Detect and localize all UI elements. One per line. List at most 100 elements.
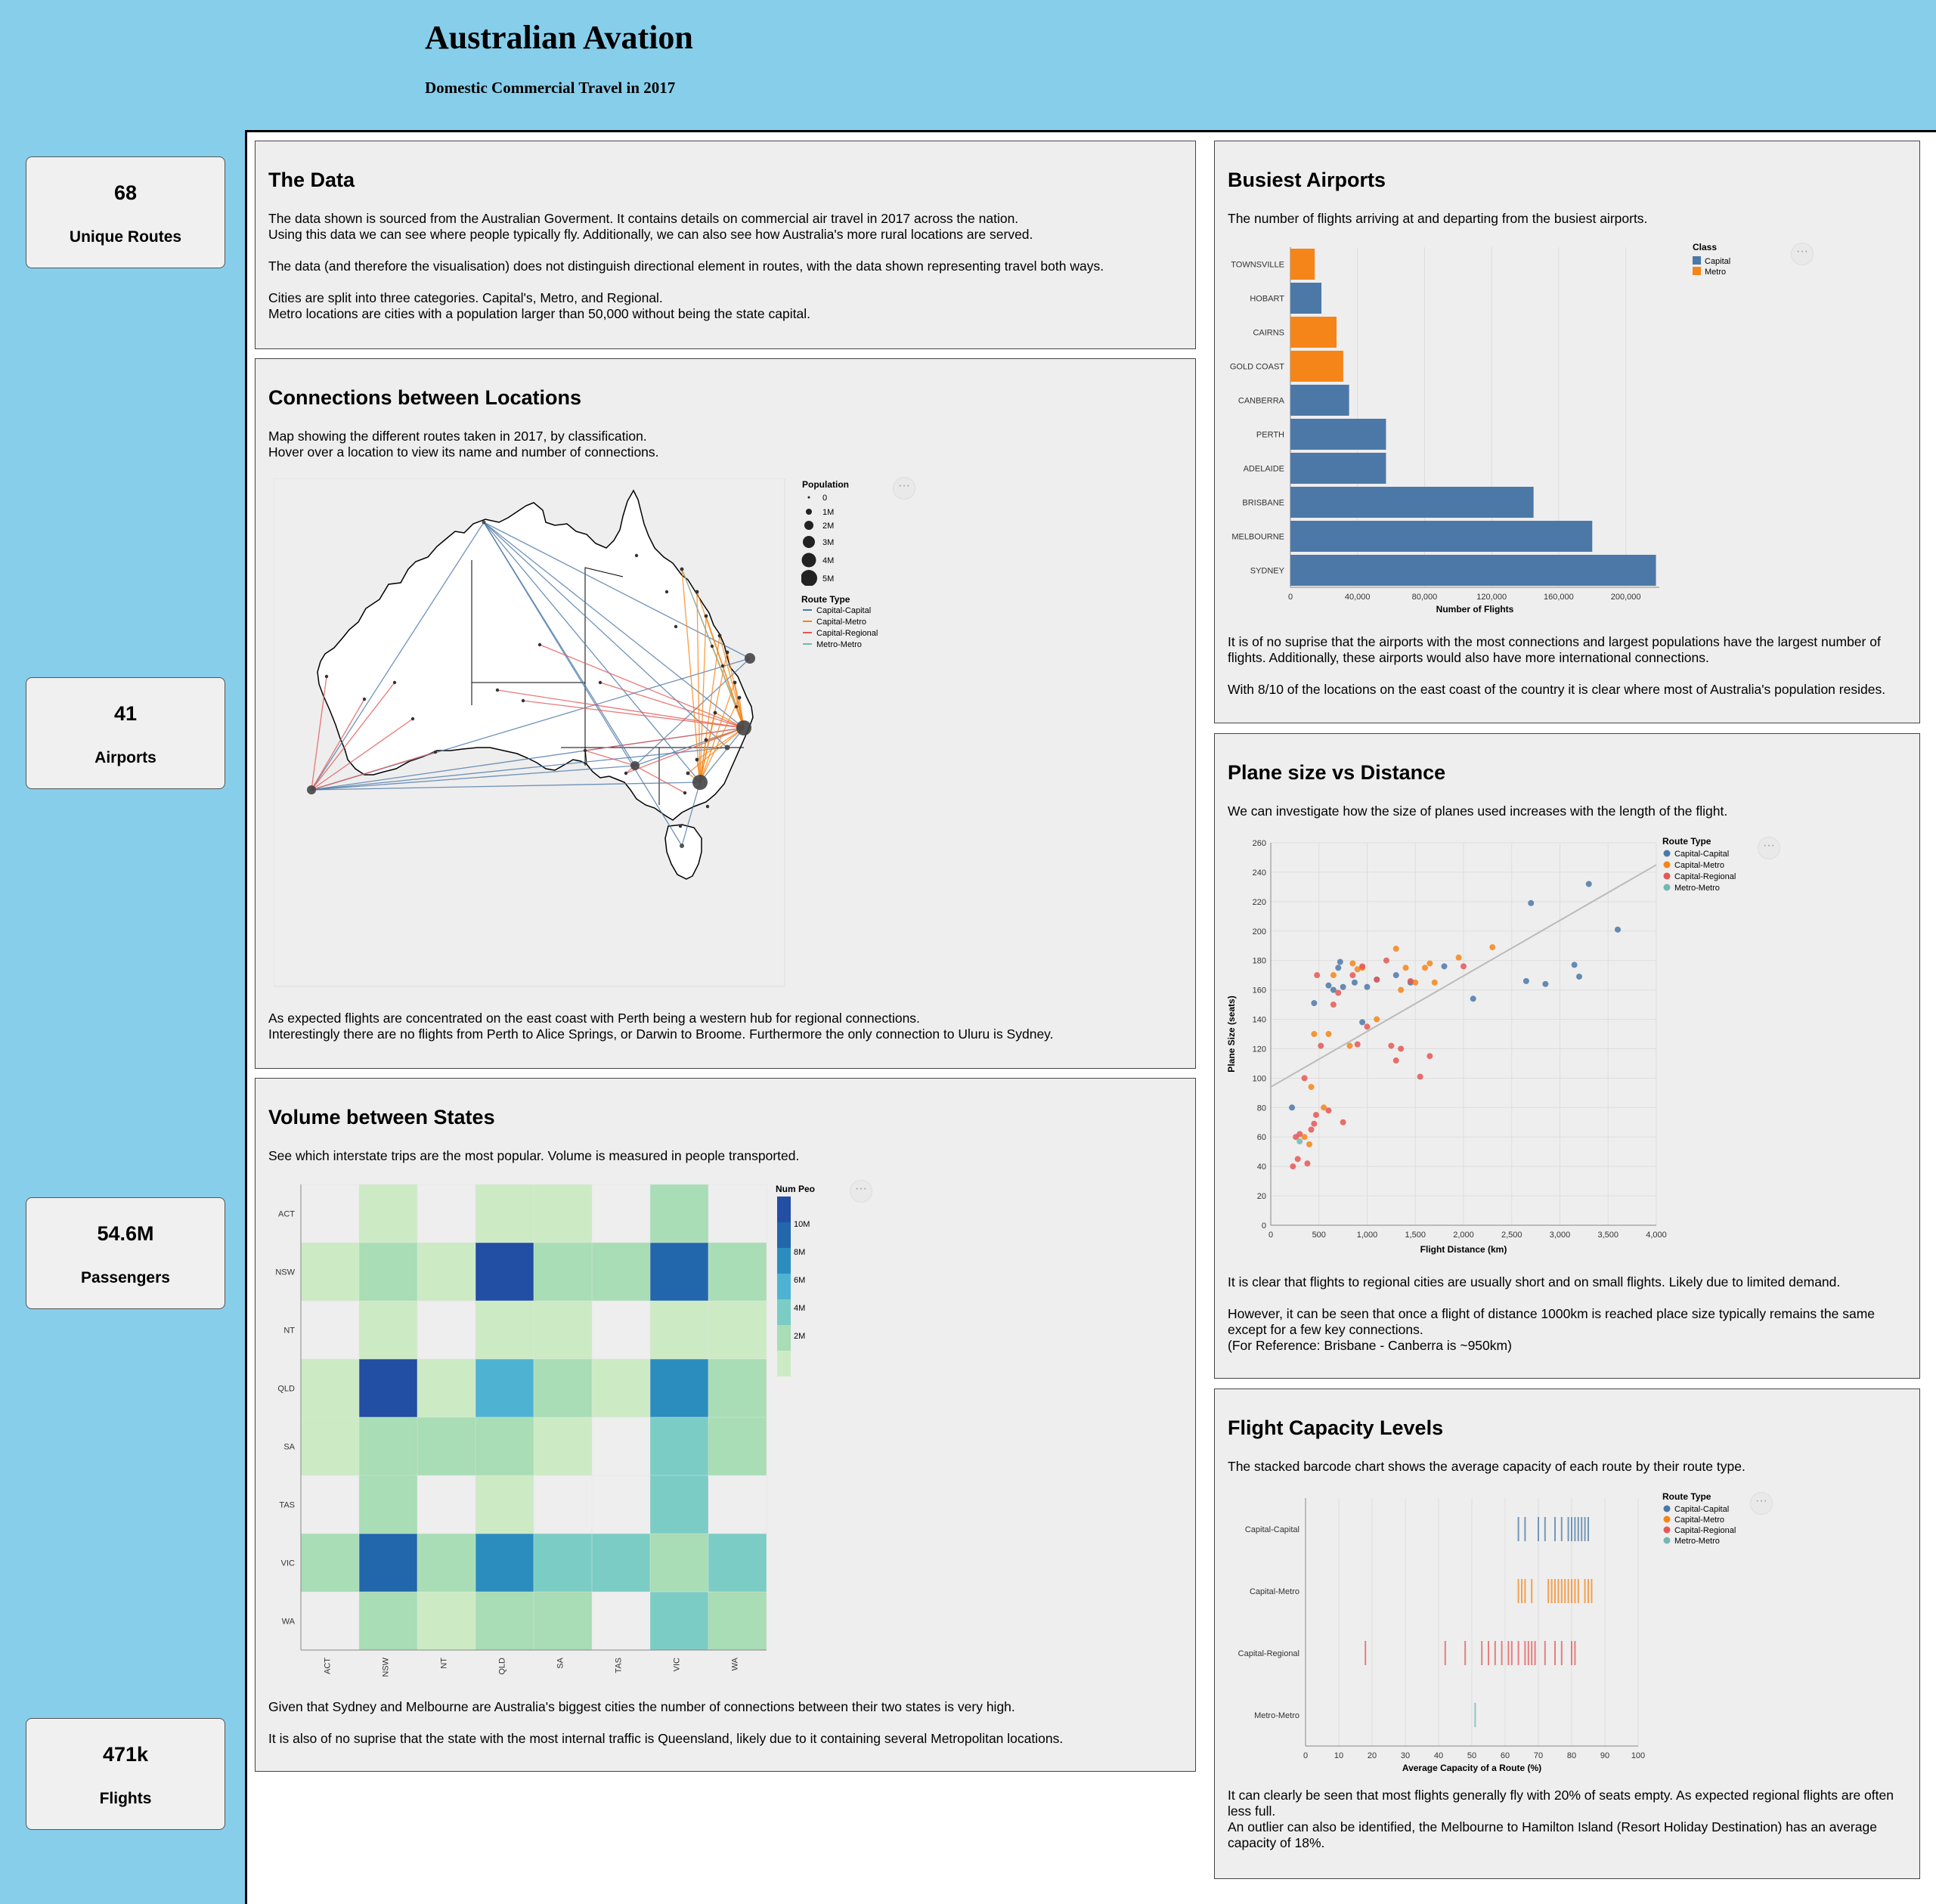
heatmap-cell[interactable] [708,1592,767,1650]
heatmap-cell[interactable] [301,1243,359,1301]
scatter-point[interactable] [1422,964,1428,971]
airport-node-hobart[interactable] [680,844,684,848]
heatmap-cell[interactable] [650,1592,708,1650]
scatter-point[interactable] [1426,960,1433,967]
heatmap-cell[interactable] [650,1184,708,1243]
heatmap-cell[interactable] [475,1475,534,1534]
bar-adelaide[interactable] [1290,453,1386,484]
scatter-point[interactable] [1398,986,1405,993]
scatter-point[interactable] [1330,1002,1337,1008]
airport-node-perth[interactable] [307,785,316,794]
scatter-point[interactable] [1346,1042,1353,1049]
airport-node-metro[interactable] [717,633,722,638]
scatter-point[interactable] [1294,1156,1301,1163]
bar-gold-coast[interactable] [1290,351,1343,382]
scatter-point[interactable] [1542,980,1549,987]
airport-node-metro[interactable] [737,695,742,700]
scatter-point[interactable] [1330,986,1337,993]
scatter-point[interactable] [1311,1000,1318,1007]
state-heatmap[interactable]: ACT NSW NT QLD SA TAS VIC WA ACT NSW NT QLD SA TAS VIC… [271,1177,815,1698]
heatmap-cell[interactable] [650,1417,708,1475]
heatmap-cell[interactable] [650,1475,708,1534]
scatter-point[interactable] [1311,1120,1318,1127]
heatmap-cell[interactable] [708,1243,767,1301]
chart-actions-button[interactable]: ··· [1750,1492,1773,1515]
heatmap-cell[interactable] [359,1243,417,1301]
route-map[interactable] [274,478,788,989]
airport-node-metro[interactable] [733,680,737,685]
scatter-point[interactable] [1388,1042,1395,1049]
heatmap-cell[interactable] [359,1359,417,1417]
heatmap-cell[interactable] [592,1359,650,1417]
scatter-point[interactable] [1308,1126,1315,1133]
airport-node-canberra[interactable] [724,745,730,751]
heatmap-cell[interactable] [359,1301,417,1359]
scatter-point[interactable] [1364,983,1371,990]
airport-node-regional[interactable] [537,642,542,647]
scatter-point[interactable] [1325,1031,1332,1037]
airport-node-melbourne[interactable] [692,775,708,790]
airport-node-regional[interactable] [710,644,714,649]
heatmap-cell[interactable] [301,1417,359,1475]
scatter-point[interactable] [1359,1019,1366,1026]
airport-node-metro[interactable] [704,738,708,742]
heatmap-cell[interactable] [475,1592,534,1650]
airport-node-regional[interactable] [598,680,602,685]
airport-node-metro[interactable] [713,711,717,715]
airport-node-regional[interactable] [705,804,710,809]
bar-canberra[interactable] [1290,385,1349,416]
airport-node-regional[interactable] [583,748,587,753]
scatter-point[interactable] [1304,1160,1311,1167]
chart-actions-button[interactable]: ··· [850,1180,872,1203]
scatter-point[interactable] [1301,1134,1308,1141]
airport-node-regional[interactable] [734,704,739,709]
scatter-point[interactable] [1349,960,1356,967]
airport-node-adelaide[interactable] [630,761,640,770]
scatter-point[interactable] [1325,1107,1332,1114]
chart-actions-button[interactable]: ··· [893,477,915,500]
airport-node-metro[interactable] [704,614,708,618]
scatter-point[interactable] [1335,989,1342,996]
heatmap-cell[interactable] [650,1534,708,1592]
scatter-point[interactable] [1359,963,1366,970]
bar-hobart[interactable] [1290,283,1322,314]
scatter-point[interactable] [1354,1041,1361,1048]
heatmap-cell[interactable] [650,1359,708,1417]
capacity-barcode-chart[interactable]: 0 10 20 30 40 50 60 70 80 90 100Capital-CapitalCap… [1221,1488,1901,1805]
scatter-point[interactable] [1407,977,1414,984]
scatter-point[interactable] [1340,983,1346,990]
scatter-point[interactable] [1417,1073,1423,1080]
airport-node-regional[interactable] [624,771,628,776]
heatmap-cell[interactable] [359,1475,417,1534]
heatmap-cell[interactable] [534,1184,592,1243]
airport-node-regional[interactable] [392,680,397,685]
scatter-point[interactable] [1306,1141,1312,1147]
heatmap-cell[interactable] [534,1417,592,1475]
scatter-point[interactable] [1392,946,1399,952]
chart-actions-button[interactable]: ··· [1758,837,1780,859]
scatter-point[interactable] [1615,926,1621,933]
scatter-point[interactable] [1318,1042,1324,1049]
airport-node-regional[interactable] [495,688,500,692]
airport-node-sydney[interactable] [736,720,751,735]
scatter-point[interactable] [1364,1023,1371,1030]
airport-node-regional[interactable] [324,674,329,679]
busiest-airports-chart[interactable]: 0 40,000 80,000 120,000 160,000 200,000 TOWNSV… [1221,238,1856,616]
scatter-point[interactable] [1426,1053,1433,1060]
scatter-point[interactable] [1461,963,1467,970]
airport-node-metro[interactable] [725,650,729,655]
scatter-point[interactable] [1290,1163,1296,1170]
airport-node-metro[interactable] [686,771,690,776]
airport-node-metro[interactable] [695,590,699,594]
scatter-point[interactable] [1571,961,1578,968]
airport-node-regional[interactable] [634,553,639,558]
scatter-point[interactable] [1383,957,1389,964]
heatmap-cell[interactable] [475,1359,534,1417]
heatmap-cell[interactable] [301,1359,359,1417]
scatter-point[interactable] [1308,1084,1315,1091]
bar-cairns[interactable] [1290,317,1337,348]
heatmap-cell[interactable] [708,1417,767,1475]
airport-node-darwin[interactable] [482,520,486,525]
bar-townsville[interactable] [1290,249,1315,280]
heatmap-cell[interactable] [534,1301,592,1359]
